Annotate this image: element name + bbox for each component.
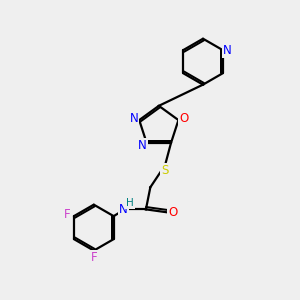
Text: N: N <box>119 203 128 216</box>
Text: F: F <box>64 208 71 221</box>
Text: S: S <box>161 164 169 177</box>
Text: N: N <box>130 112 138 125</box>
Text: N: N <box>223 44 232 57</box>
Text: O: O <box>179 112 188 125</box>
Text: F: F <box>91 250 97 264</box>
Text: N: N <box>138 139 147 152</box>
Text: O: O <box>168 206 178 219</box>
Text: H: H <box>126 199 134 208</box>
